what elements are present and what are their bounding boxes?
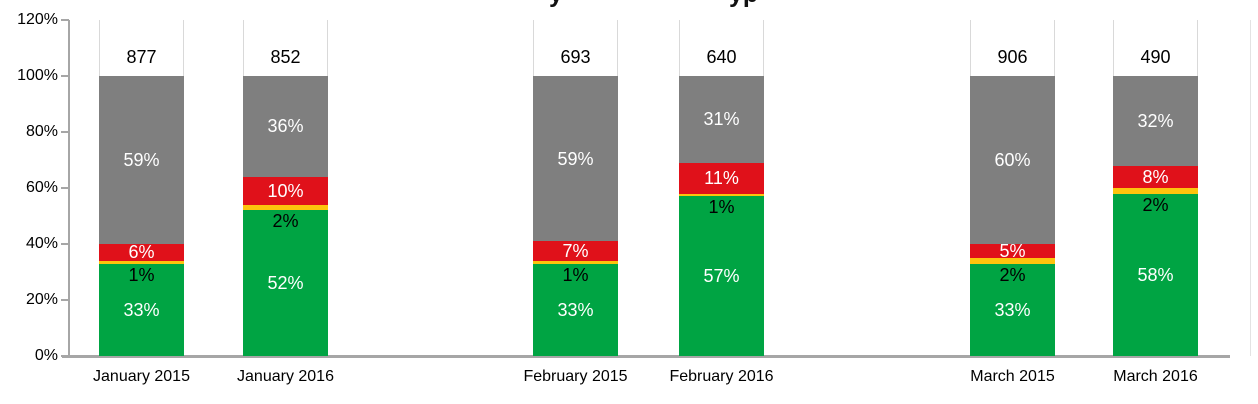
total-label: 640 — [706, 47, 737, 67]
segment-gray: 32% — [1113, 76, 1198, 166]
plot-right-edge-line — [1250, 20, 1251, 356]
segment-green: 33% — [970, 263, 1055, 356]
segment-label-yellow: 1% — [128, 264, 155, 285]
bar-cap: 906 — [970, 20, 1055, 76]
x-axis-category-label: February 2015 — [523, 368, 628, 385]
bar-march-2016: 490 32% 8% 58% 2% — [1113, 20, 1198, 356]
bar-january-2016: 852 36% 10% 52% 2% — [243, 20, 328, 356]
y-axis-tick — [61, 19, 69, 21]
x-axis-category-label: March 2016 — [1113, 368, 1198, 385]
bar-cap: 640 — [679, 20, 764, 76]
segment-label-yellow: 1% — [708, 197, 735, 218]
segment-gray: 31% — [679, 76, 764, 163]
segment-yellow — [679, 193, 764, 197]
y-axis-tick — [61, 299, 69, 301]
segment-label-yellow: 2% — [999, 264, 1026, 285]
segment-gray: 59% — [533, 76, 618, 242]
total-label: 877 — [126, 47, 157, 67]
segment-red: 5% — [970, 242, 1055, 260]
segment-gray: 59% — [99, 76, 184, 244]
bar-february-2015: 693 59% 7% 33% 1% — [533, 20, 618, 356]
segment-gray: 60% — [970, 76, 1055, 244]
y-axis-tick — [61, 187, 69, 189]
bar-cap: 877 — [99, 20, 184, 76]
x-axis-category-label: January 2015 — [93, 368, 190, 385]
bar-march-2015: 906 60% 5% 33% 2% — [970, 20, 1055, 356]
y-axis-tick-label: 80% — [25, 123, 58, 140]
total-label: 852 — [270, 47, 301, 67]
y-axis-tick — [61, 75, 69, 77]
cropped-title-fragment: y — [549, 0, 563, 7]
total-label: 693 — [560, 47, 591, 67]
y-axis-line — [68, 20, 70, 358]
y-axis-tick-label: 100% — [17, 67, 58, 84]
segment-red: 6% — [99, 244, 184, 261]
segment-label-yellow: 1% — [562, 264, 589, 285]
bar-january-2015: 877 59% 6% 33% 1% — [99, 20, 184, 356]
segment-yellow — [243, 204, 328, 211]
segment-red: 10% — [243, 176, 328, 205]
segment-yellow — [533, 260, 618, 264]
segment-yellow — [99, 260, 184, 264]
cropped-title-fragment: yp — [729, 0, 758, 7]
y-axis-tick-label: 20% — [25, 291, 58, 308]
segment-yellow — [970, 258, 1055, 264]
bar-cap: 490 — [1113, 20, 1198, 76]
x-axis-category-label: February 2016 — [669, 368, 774, 385]
segment-red: 8% — [1113, 165, 1198, 188]
y-axis-tick-label: 60% — [25, 179, 58, 196]
y-axis-tick — [61, 355, 69, 357]
segment-green: 33% — [99, 263, 184, 356]
segment-red: 11% — [679, 162, 764, 194]
segment-label-yellow: 2% — [272, 211, 299, 232]
segment-green: 33% — [533, 263, 618, 356]
total-label: 490 — [1140, 47, 1171, 67]
bar-cap: 693 — [533, 20, 618, 76]
segment-yellow — [1113, 188, 1198, 194]
bar-february-2016: 640 31% 11% 57% 1% — [679, 20, 764, 356]
bar-cap: 852 — [243, 20, 328, 76]
y-axis-tick — [61, 131, 69, 133]
y-axis-tick-label: 0% — [34, 347, 58, 364]
segment-green: 58% — [1113, 193, 1198, 356]
segment-green: 52% — [243, 210, 328, 356]
y-axis-tick-label: 40% — [25, 235, 58, 252]
total-label: 906 — [997, 47, 1028, 67]
x-axis-line — [62, 355, 1230, 358]
segment-gray: 36% — [243, 76, 328, 177]
x-axis-category-label: March 2015 — [970, 368, 1055, 385]
y-axis-tick-label: 120% — [17, 11, 58, 28]
x-axis-category-label: January 2016 — [237, 368, 334, 385]
segment-red: 7% — [533, 241, 618, 261]
segment-label-yellow: 2% — [1142, 194, 1169, 215]
y-axis-tick — [61, 243, 69, 245]
segment-green: 57% — [679, 196, 764, 356]
